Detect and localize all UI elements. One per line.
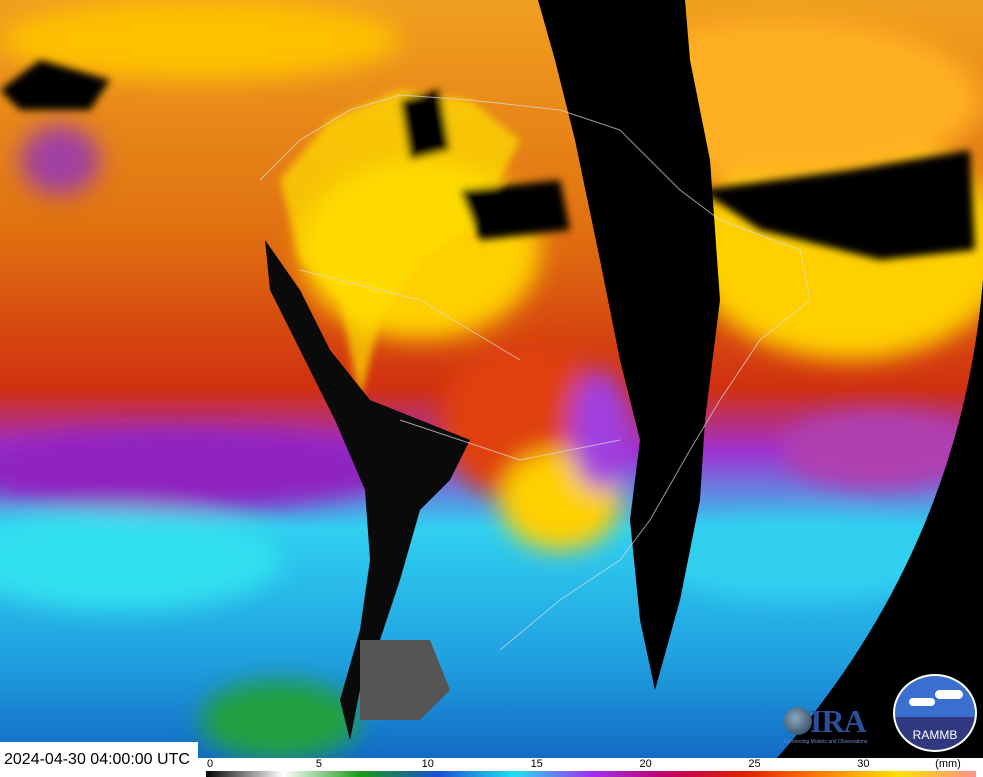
cira-wordmark: IRA xyxy=(810,703,867,739)
cloud-icon xyxy=(935,690,963,699)
patagonia xyxy=(360,640,450,720)
colorbar-tick: 15 xyxy=(530,758,543,770)
colorbar-tick: 10 xyxy=(421,758,434,770)
andes-region xyxy=(265,240,470,740)
timestamp-label: 2024-04-30 04:00:00 UTC xyxy=(0,742,198,777)
borders xyxy=(259,94,811,651)
rammb-logo: RAMMB xyxy=(893,674,977,752)
colorbar-tick: 20 xyxy=(639,758,652,770)
colorbar-tick: 30 xyxy=(857,758,870,770)
globe-edge xyxy=(760,280,983,777)
night-terminator xyxy=(538,0,720,690)
globe-icon xyxy=(784,707,812,735)
colorbar: 0 5 10 15 20 25 30 (mm) xyxy=(198,758,983,777)
cira-logo: IRA Connecting Models and Observations xyxy=(784,703,894,745)
rammb-label: RAMMB xyxy=(912,728,958,742)
colorbar-tick: 25 xyxy=(748,758,761,770)
colorbar-unit: (mm) xyxy=(935,758,961,770)
colorbar-tick: 5 xyxy=(315,758,322,770)
cloud-icon xyxy=(909,698,935,706)
cira-tagline: Connecting Models and Observations xyxy=(784,739,868,745)
colorbar-tick: 0 xyxy=(206,758,214,770)
colorbar-ramp xyxy=(206,771,976,777)
